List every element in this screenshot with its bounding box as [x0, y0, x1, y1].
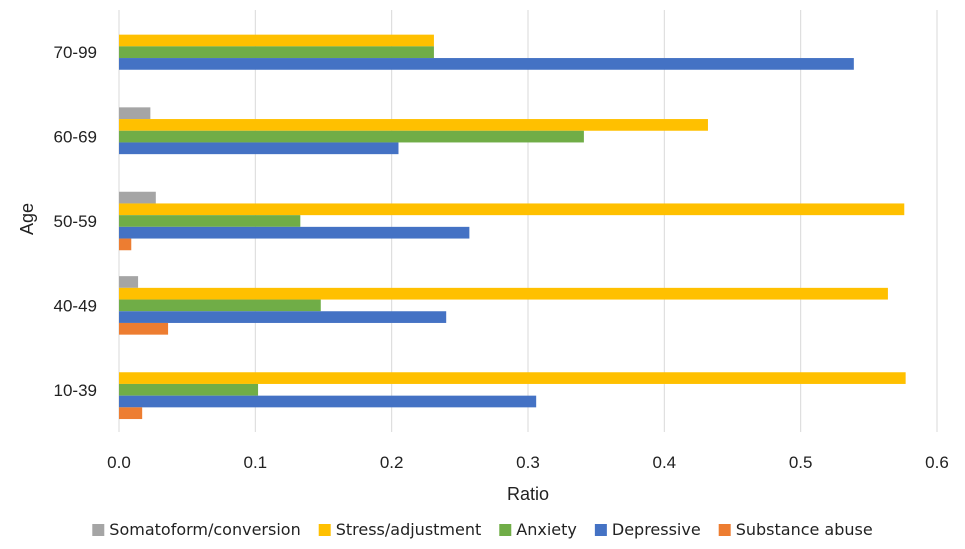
x-axis-title: Ratio: [507, 484, 549, 504]
y-tick-label: 50-59: [54, 212, 97, 231]
bars: [119, 34, 906, 420]
x-tick-label: 0.2: [380, 453, 404, 472]
legend-swatch: [318, 524, 331, 536]
legend: Somatoform/conversion Stress/adjustment An…: [92, 520, 873, 539]
bar-depressive-60-69: [119, 142, 399, 155]
legend-item: Anxiety: [499, 520, 577, 539]
y-tick-label: 10-39: [54, 381, 97, 400]
bar-somatoform-conversion-40-49: [119, 276, 139, 288]
legend-label: Somatoform/conversion: [109, 520, 300, 539]
bar-anxiety-60-69: [119, 130, 584, 143]
bar-stress-adjustment-10-39: [119, 372, 906, 384]
x-tick-label: 0.6: [925, 453, 949, 472]
x-tick-label: 0.5: [789, 453, 813, 472]
bar-anxiety-10-39: [119, 383, 259, 396]
legend-label: Substance abuse: [736, 520, 873, 539]
bar-depressive-70-99: [119, 58, 854, 70]
bar-depressive-50-59: [119, 226, 470, 239]
y-tick-label: 40-49: [54, 296, 97, 315]
legend-swatch: [499, 524, 512, 536]
bar-anxiety-50-59: [119, 215, 301, 227]
x-tick-label: 0.4: [653, 453, 677, 472]
bar-stress-adjustment-70-99: [119, 34, 434, 47]
bar-stress-adjustment-40-49: [119, 287, 888, 300]
legend-item: Substance abuse: [718, 520, 873, 539]
legend-item: Somatoform/conversion: [92, 520, 301, 539]
y-axis-title: Age: [17, 203, 37, 235]
y-tick-label: 70-99: [54, 43, 97, 62]
y-tick-label: 60-69: [54, 128, 97, 147]
bar-anxiety-70-99: [119, 46, 434, 59]
legend-swatch: [594, 524, 607, 536]
gridlines: [118, 10, 938, 432]
x-tick-label: 0.0: [107, 453, 131, 472]
bar-substance-abuse-50-59: [119, 238, 132, 251]
legend-swatch: [718, 524, 731, 536]
legend-label: Depressive: [612, 520, 701, 539]
bar-somatoform-conversion-60-69: [119, 107, 151, 120]
bar-depressive-10-39: [119, 395, 537, 408]
x-tick-label: 0.3: [516, 453, 540, 472]
bar-stress-adjustment-60-69: [119, 119, 708, 131]
y-tick-labels: 70-99 60-69 50-59 40-49 10-39: [54, 43, 97, 400]
x-tick-labels: 0.0 0.1 0.2 0.3 0.4 0.5 0.6: [107, 453, 949, 472]
bar-depressive-40-49: [119, 311, 447, 323]
bar-substance-abuse-10-39: [119, 407, 143, 420]
legend-item: Depressive: [594, 520, 701, 539]
legend-label: Stress/adjustment: [336, 520, 482, 539]
bar-substance-abuse-40-49: [119, 322, 169, 335]
legend-item: Stress/adjustment: [318, 520, 482, 539]
legend-label: Anxiety: [516, 520, 577, 539]
bar-somatoform-conversion-50-59: [119, 191, 156, 204]
bar-anxiety-40-49: [119, 299, 321, 312]
bar-stress-adjustment-50-59: [119, 203, 905, 216]
x-tick-label: 0.1: [244, 453, 268, 472]
legend-swatch: [92, 524, 105, 536]
